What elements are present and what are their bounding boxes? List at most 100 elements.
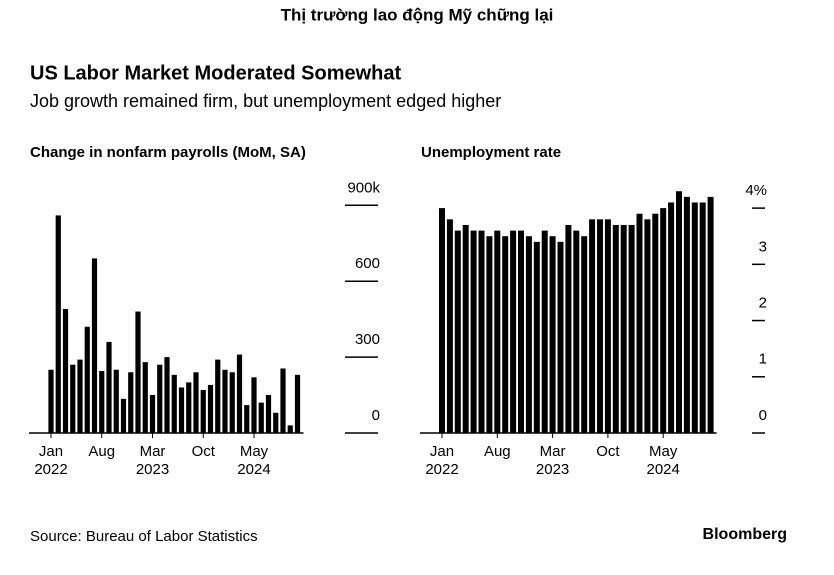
bar — [273, 412, 279, 433]
x-tick-label: Mar — [140, 443, 166, 460]
x-tick-label: Jan — [39, 443, 63, 460]
bar — [48, 369, 54, 433]
bar — [113, 369, 119, 433]
source: Source: Bureau of Labor Statistics — [30, 528, 258, 545]
panel-title: Change in nonfarm payrolls (MoM, SA) — [30, 144, 306, 161]
bar — [533, 241, 540, 433]
bar — [280, 368, 286, 433]
bar — [222, 369, 228, 433]
bar — [200, 389, 206, 433]
y-tick-label: 3 — [759, 238, 767, 255]
y-tick-label: 0 — [372, 407, 380, 424]
bar — [478, 230, 485, 433]
bar — [573, 230, 580, 433]
x-year-label: 2024 — [237, 461, 270, 478]
bar — [668, 202, 675, 433]
bar — [215, 359, 221, 433]
chart-title: US Labor Market Moderated Somewhat — [30, 62, 402, 84]
bar — [683, 196, 690, 433]
x-tick-label: May — [240, 443, 269, 460]
bar — [707, 196, 714, 433]
bar — [251, 377, 257, 433]
bar — [128, 372, 134, 433]
bar — [525, 236, 532, 433]
bar — [265, 395, 272, 433]
bar — [236, 354, 243, 433]
bar — [149, 395, 156, 433]
bar — [636, 213, 643, 433]
y-tick-label: 4% — [745, 182, 767, 199]
bar — [446, 219, 453, 433]
x-tick-label: May — [649, 443, 678, 460]
x-tick-label: Aug — [88, 443, 115, 460]
bar — [84, 326, 90, 433]
bar — [178, 387, 185, 433]
y-tick-label: 900k — [347, 179, 380, 196]
bar — [70, 364, 76, 433]
x-year-label: 2022 — [425, 461, 458, 478]
x-year-label: 2023 — [536, 461, 569, 478]
x-year-label: 2022 — [34, 461, 67, 478]
bar — [106, 341, 112, 433]
bar — [244, 405, 250, 433]
bar — [99, 371, 105, 433]
bar — [207, 384, 214, 433]
x-tick-label: Jan — [430, 443, 454, 460]
bar — [470, 230, 477, 433]
y-tick-label: 0 — [759, 407, 767, 424]
bar — [120, 398, 127, 433]
bar — [294, 374, 301, 433]
bar — [77, 359, 83, 433]
x-year-label: 2024 — [647, 461, 680, 478]
brand: Bloomberg — [703, 526, 787, 543]
bar — [699, 202, 706, 433]
bar — [462, 224, 469, 433]
panel-title: Unemployment rate — [421, 144, 561, 161]
y-tick-label: 600 — [355, 255, 380, 272]
bar — [55, 215, 61, 433]
bar — [62, 309, 69, 433]
y-tick-label: 300 — [355, 331, 380, 348]
bar — [652, 213, 659, 433]
y-tick-label: 1 — [759, 351, 767, 368]
bar — [502, 236, 509, 433]
x-tick-label: Oct — [596, 443, 620, 460]
y-tick-label: 2 — [759, 295, 767, 312]
bar — [494, 230, 501, 433]
bar — [193, 372, 199, 433]
bar — [660, 208, 667, 433]
bar — [541, 230, 548, 433]
bar — [229, 372, 235, 433]
bar — [142, 362, 148, 433]
bar — [612, 224, 619, 433]
bar — [581, 236, 588, 433]
bar — [454, 230, 461, 433]
bar — [157, 364, 163, 433]
x-tick-label: Mar — [540, 443, 566, 460]
page-title: Thị trường lao động Mỹ chững lại — [281, 5, 554, 24]
bar — [597, 219, 603, 433]
x-year-label: 2023 — [136, 461, 169, 478]
bar — [691, 202, 698, 433]
bar — [557, 241, 564, 433]
bar — [186, 382, 192, 433]
chart-subtitle: Job growth remained firm, but unemployme… — [30, 91, 501, 111]
bar — [91, 258, 98, 433]
bar — [439, 208, 445, 433]
bar — [644, 219, 651, 433]
bar — [604, 219, 611, 433]
bar — [589, 219, 596, 433]
bar — [620, 224, 627, 433]
bar — [565, 224, 572, 433]
bar — [287, 425, 293, 433]
bar — [510, 230, 517, 433]
bar — [676, 191, 682, 433]
bar — [549, 236, 556, 433]
bar — [628, 224, 635, 433]
bar — [164, 357, 170, 433]
x-tick-label: Aug — [484, 443, 511, 460]
bar — [135, 311, 141, 433]
bar — [258, 402, 264, 433]
bar — [171, 374, 177, 433]
